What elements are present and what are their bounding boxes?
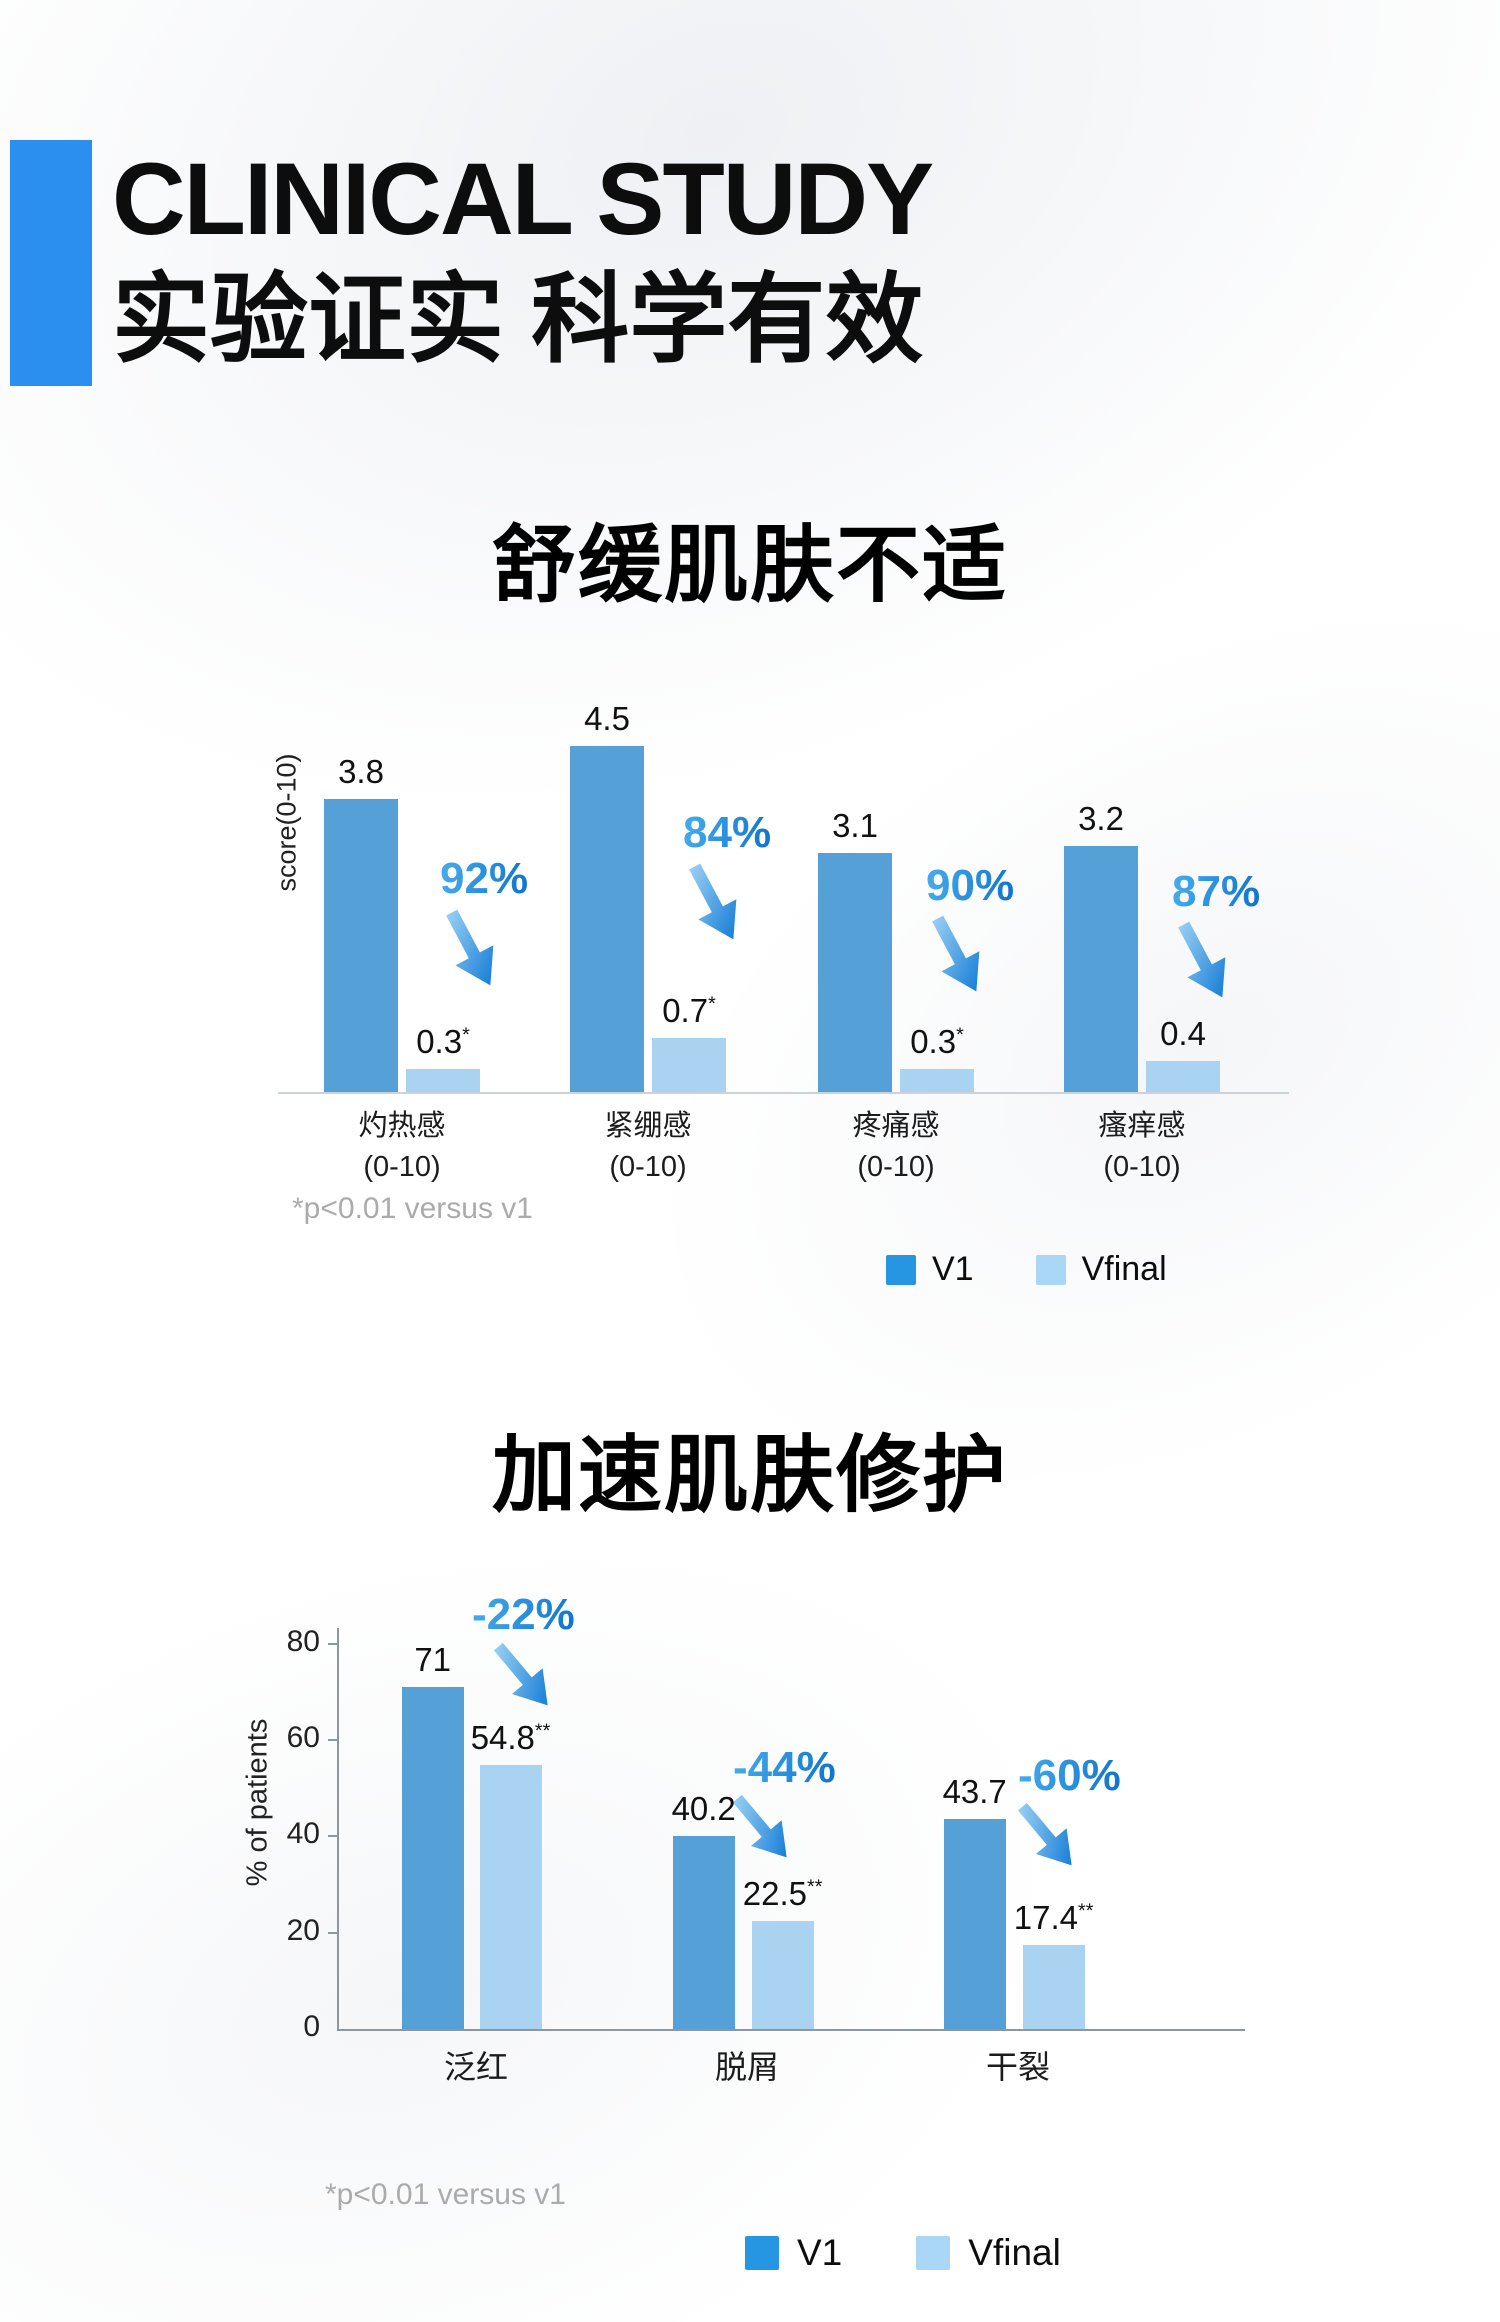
bar-value-v1: 3.1: [832, 807, 878, 845]
bar-value-vfinal: 0.3*: [910, 1022, 964, 1060]
chart2-y-axis-label: % of patients: [241, 1718, 274, 1887]
bar-vfinal: [652, 1038, 726, 1092]
reduction-arrow-icon: [932, 915, 980, 992]
legend-label-v1: V1: [797, 2232, 843, 2273]
chart2-accelerate-repair: % of patients 80 60 40 20 0 -22% 71 54.8…: [242, 1560, 1300, 2320]
y-tick-20: 20: [286, 1914, 320, 1947]
y-tickmark: [328, 1643, 338, 1645]
bar-value-v1: 40.2: [671, 1789, 736, 1827]
legend-label-v1: V1: [932, 1250, 974, 1288]
reduction-arrow-icon: [1017, 1802, 1072, 1866]
legend-swatch-vfinal: [1035, 1254, 1066, 1285]
chart1-x-axis-line: [278, 1092, 1289, 1094]
bar-value-v1: 71: [414, 1641, 452, 1679]
y-tickmark: [328, 1835, 338, 1837]
y-tickmark: [328, 1739, 338, 1741]
bar-vfinal: [1022, 1945, 1085, 2029]
bar-value-v1: 3.8: [338, 753, 384, 791]
bar-value-v1: 43.7: [942, 1772, 1007, 1810]
bar-vfinal: [406, 1068, 480, 1092]
legend-label-vfinal: Vfinal: [1081, 1250, 1167, 1288]
legend-swatch-v1: [886, 1254, 916, 1285]
reduction-arrow-icon: [446, 909, 494, 986]
bar-vfinal: [1146, 1061, 1220, 1092]
bar-v1: [943, 1818, 1006, 2029]
bar-value-v1: 4.5: [584, 699, 630, 737]
bar-vfinal: [900, 1068, 974, 1092]
category-label: 疼痛感 (0-10): [852, 1110, 940, 1183]
chart2-y-axis-line: [337, 1628, 339, 2031]
legend-swatch-vfinal: [916, 2236, 951, 2270]
y-tick-0: 0: [303, 2010, 320, 2043]
bar-value-vfinal: 0.4: [1160, 1015, 1206, 1053]
bar-v1: [1064, 845, 1138, 1092]
chart1-group-tightness: 84% 4.5 0.7* 紧绷感 (0-10): [570, 700, 771, 1183]
reduction-label: 84%: [683, 808, 772, 857]
legend-swatch-v1: [745, 2236, 779, 2270]
reduction-arrow-icon: [1178, 921, 1226, 998]
chart2-title: 加速肌肤修护: [491, 1428, 1008, 1522]
legend-label-vfinal: Vfinal: [968, 2232, 1061, 2273]
category-label: 瘙痒感 (0-10): [1098, 1110, 1186, 1183]
chart2-legend: V1 Vfinal: [745, 2232, 1061, 2274]
bar-value-vfinal: 22.5**: [742, 1874, 823, 1912]
chart1-soothe-discomfort: score(0-10) 92% 3.8 0.3* 灼热感 (0-10) 84% …: [272, 700, 1293, 1350]
chart1-y-axis-label: score(0-10): [271, 753, 302, 892]
y-tick-60: 60: [286, 1721, 320, 1754]
chart1-title: 舒缓肌肤不适: [491, 518, 1008, 612]
bar-value-vfinal: 0.7*: [662, 992, 716, 1030]
bar-value-vfinal: 54.8**: [470, 1719, 551, 1757]
reduction-arrow-icon: [732, 1794, 787, 1858]
y-tick-40: 40: [286, 1817, 320, 1850]
category-label: 灼热感 (0-10): [358, 1110, 446, 1183]
category-label: 脱屑: [714, 2049, 779, 2085]
bar-v1: [672, 1835, 735, 2029]
reduction-label: -22%: [472, 1590, 575, 1639]
bar-v1: [324, 799, 398, 1092]
bar-vfinal: [751, 1920, 814, 2029]
reduction-label: 90%: [926, 861, 1015, 910]
page-title-en: CLINICAL STUDY: [112, 142, 934, 256]
bar-value-vfinal: 17.4**: [1013, 1899, 1094, 1937]
reduction-arrow-icon: [689, 863, 737, 940]
chart2-group-cracking: -60% 43.7 17.4** 干裂: [943, 1590, 1121, 2085]
chart1-group-itching: 87% 3.2 0.4 瘙痒感 (0-10): [1064, 730, 1260, 1183]
y-tick-80: 80: [286, 1625, 320, 1658]
chart1-group-pain: 90% 3.1 0.3* 疼痛感 (0-10): [818, 730, 1014, 1183]
bar-value-vfinal: 0.3*: [416, 1022, 470, 1060]
y-tickmark: [328, 1932, 338, 1934]
reduction-label: -44%: [733, 1743, 836, 1792]
reduction-arrow-icon: [493, 1642, 548, 1706]
chart2-x-axis-line: [337, 2029, 1245, 2031]
category-label: 紧绷感 (0-10): [604, 1110, 692, 1183]
chart2-group-redness: -22% 71 54.8** 泛红: [401, 1590, 575, 2085]
page-title-zh: 实验证实 科学有效: [112, 264, 924, 374]
bar-vfinal: [479, 1765, 542, 2029]
category-label: 干裂: [985, 2049, 1050, 2085]
chart2-group-flaking: -44% 40.2 22.5** 脱屑: [672, 1590, 836, 2085]
bar-value-v1: 3.2: [1078, 799, 1124, 837]
chart1-footnote: *p<0.01 versus v1: [292, 1192, 533, 1225]
chart1-group-burning: 92% 3.8 0.3* 灼热感 (0-10): [324, 730, 528, 1183]
bar-v1: [818, 853, 892, 1092]
reduction-label: -60%: [1018, 1751, 1121, 1800]
chart1-legend: V1 Vfinal: [886, 1250, 1167, 1289]
reduction-label: 87%: [1172, 867, 1261, 916]
bar-v1: [570, 745, 644, 1092]
accent-block: [10, 140, 92, 386]
category-label: 泛红: [443, 2049, 508, 2085]
bar-v1: [401, 1687, 464, 2029]
reduction-label: 92%: [440, 854, 529, 903]
chart2-footnote: *p<0.01 versus v1: [325, 2178, 566, 2211]
